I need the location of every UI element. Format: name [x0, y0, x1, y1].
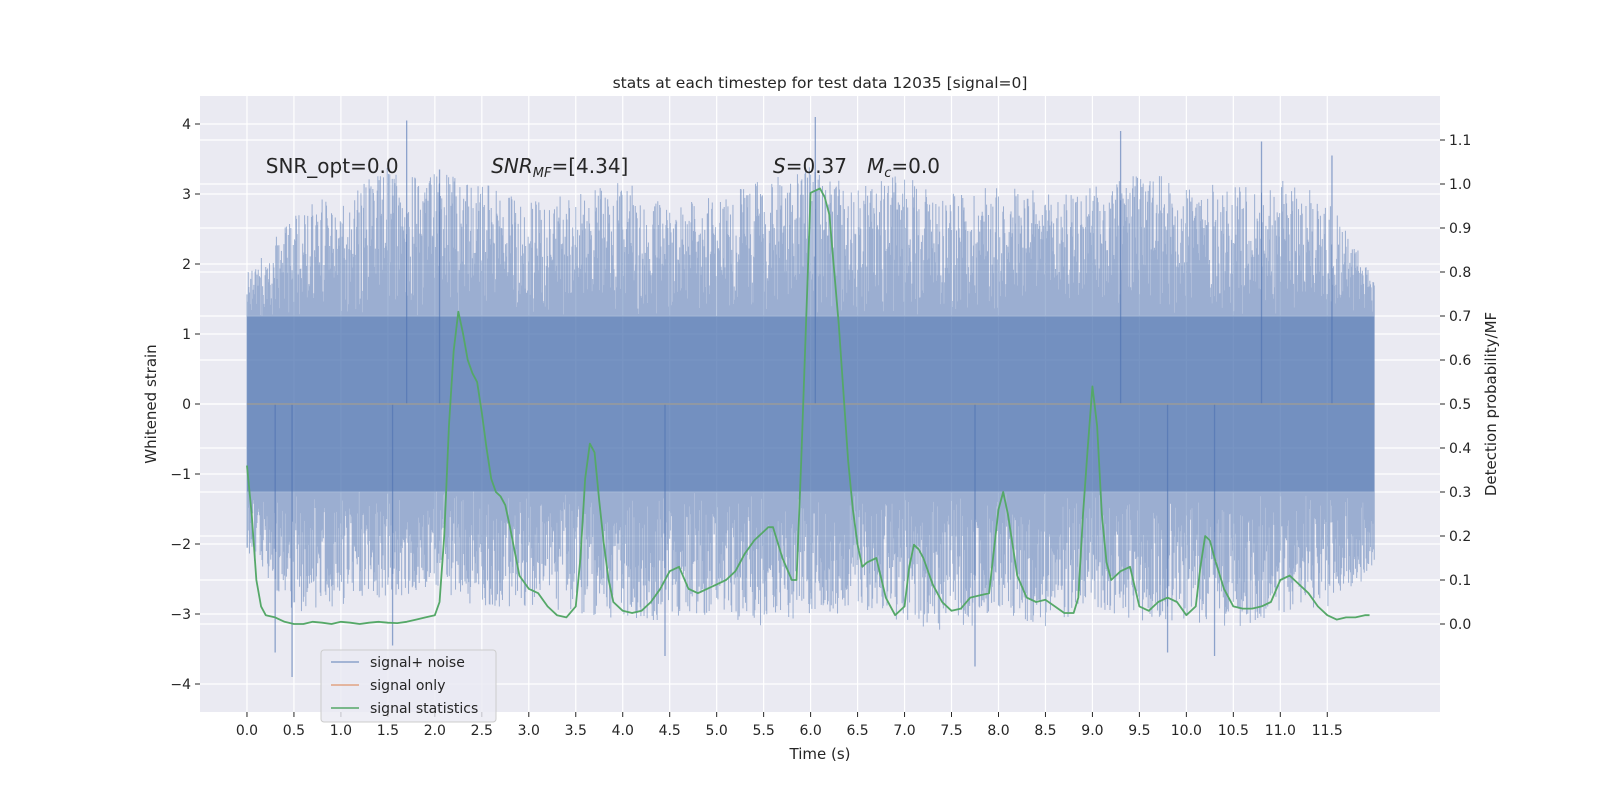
annotations: SNR_opt=0.0 SNRMF=[4.34] S=0.37 Mc=0.0	[266, 154, 940, 181]
y-tick-label: 3	[182, 187, 191, 203]
x-tick-label: 11.0	[1265, 723, 1296, 739]
y-right-tick-label: 0.1	[1449, 573, 1471, 589]
y-tick-label: 1	[182, 327, 191, 343]
y-tick-label: 2	[182, 257, 191, 273]
x-tick-label: 0.0	[236, 723, 258, 739]
signal-statistics-line	[246, 187, 1370, 625]
y-axis-title: Whitened strain	[142, 344, 160, 463]
annotation-0: SNR_opt=0.0	[266, 154, 399, 178]
y-right-tick-label: 0.4	[1449, 441, 1471, 457]
y-right-tick-label: 0.9	[1449, 221, 1471, 237]
y-axis-right-title: Detection probability/MF	[1482, 312, 1500, 496]
annotation-1: SNRMF=[4.34]	[491, 154, 628, 181]
x-tick-label: 11.5	[1312, 723, 1343, 739]
y-tick-label: 4	[182, 117, 191, 133]
legend-label-noise: signal+ noise	[370, 655, 465, 671]
x-tick-label: 2.0	[424, 723, 446, 739]
y-right-tick-label: 0.5	[1449, 397, 1471, 413]
y-right-tick-label: 1.1	[1449, 133, 1471, 149]
x-tick-label: 10.5	[1218, 723, 1249, 739]
x-tick-label: 6.5	[846, 723, 868, 739]
y-axis-left: −4 −3 −2 −1 0 1 2 3 4	[170, 117, 200, 693]
legend-label-stats: signal statistics	[370, 701, 478, 717]
y-tick-label: −1	[170, 467, 191, 483]
x-tick-label: 8.5	[1034, 723, 1056, 739]
x-tick-label: 6.0	[799, 723, 821, 739]
x-tick-label: 10.0	[1171, 723, 1202, 739]
legend: signal+ noise signal only signal statist…	[320, 649, 497, 723]
y-right-tick-label: 0.6	[1449, 353, 1471, 369]
legend-label-signal: signal only	[370, 678, 445, 694]
x-tick-label: 4.5	[659, 723, 681, 739]
y-tick-label: −2	[170, 537, 191, 553]
y-right-tick-label: 0.7	[1449, 309, 1471, 325]
x-tick-label: 4.0	[612, 723, 634, 739]
y-right-tick-label: 0.3	[1449, 485, 1471, 501]
x-tick-label: 3.0	[518, 723, 540, 739]
y-right-tick-label: 0.8	[1449, 265, 1471, 281]
y-tick-label: −3	[170, 607, 191, 623]
annotation-3: Mc=0.0	[867, 154, 940, 181]
x-axis-title: Time (s)	[789, 745, 851, 763]
x-tick-label: 1.0	[330, 723, 352, 739]
x-tick-label: 9.0	[1081, 723, 1103, 739]
x-tick-label: 5.0	[706, 723, 728, 739]
y-axis-right: 0.0 0.1 0.2 0.3 0.4 0.5 0.6 0.7 0.8 0.9 1.0 1.1	[1440, 133, 1471, 633]
chart-title: stats at each timestep for test data 120…	[613, 74, 1028, 92]
y-right-tick-label: 1.0	[1449, 177, 1471, 193]
x-tick-label: 7.0	[893, 723, 915, 739]
x-tick-label: 0.5	[283, 723, 305, 739]
legend-box	[320, 649, 497, 723]
x-tick-label: 3.5	[565, 723, 587, 739]
y-right-tick-label: 0.0	[1449, 617, 1471, 633]
x-tick-label: 2.5	[471, 723, 493, 739]
y-tick-label: −4	[170, 677, 191, 693]
x-tick-label: 9.5	[1128, 723, 1150, 739]
annotation-2: S=0.37	[773, 154, 847, 178]
x-axis: 0.0 0.5 1.0 1.5 2.0 2.5 3.0 3.5 4.0 4.5 5.0 5.5 6.0 6…	[236, 712, 1343, 739]
x-tick-label: 7.5	[940, 723, 962, 739]
y-right-tick-label: 0.2	[1449, 529, 1471, 545]
x-tick-label: 1.5	[377, 723, 399, 739]
x-tick-label: 5.5	[753, 723, 775, 739]
y-tick-label: 0	[182, 397, 191, 413]
x-tick-label: 8.0	[987, 723, 1009, 739]
signal-statistics-series	[246, 187, 1370, 625]
